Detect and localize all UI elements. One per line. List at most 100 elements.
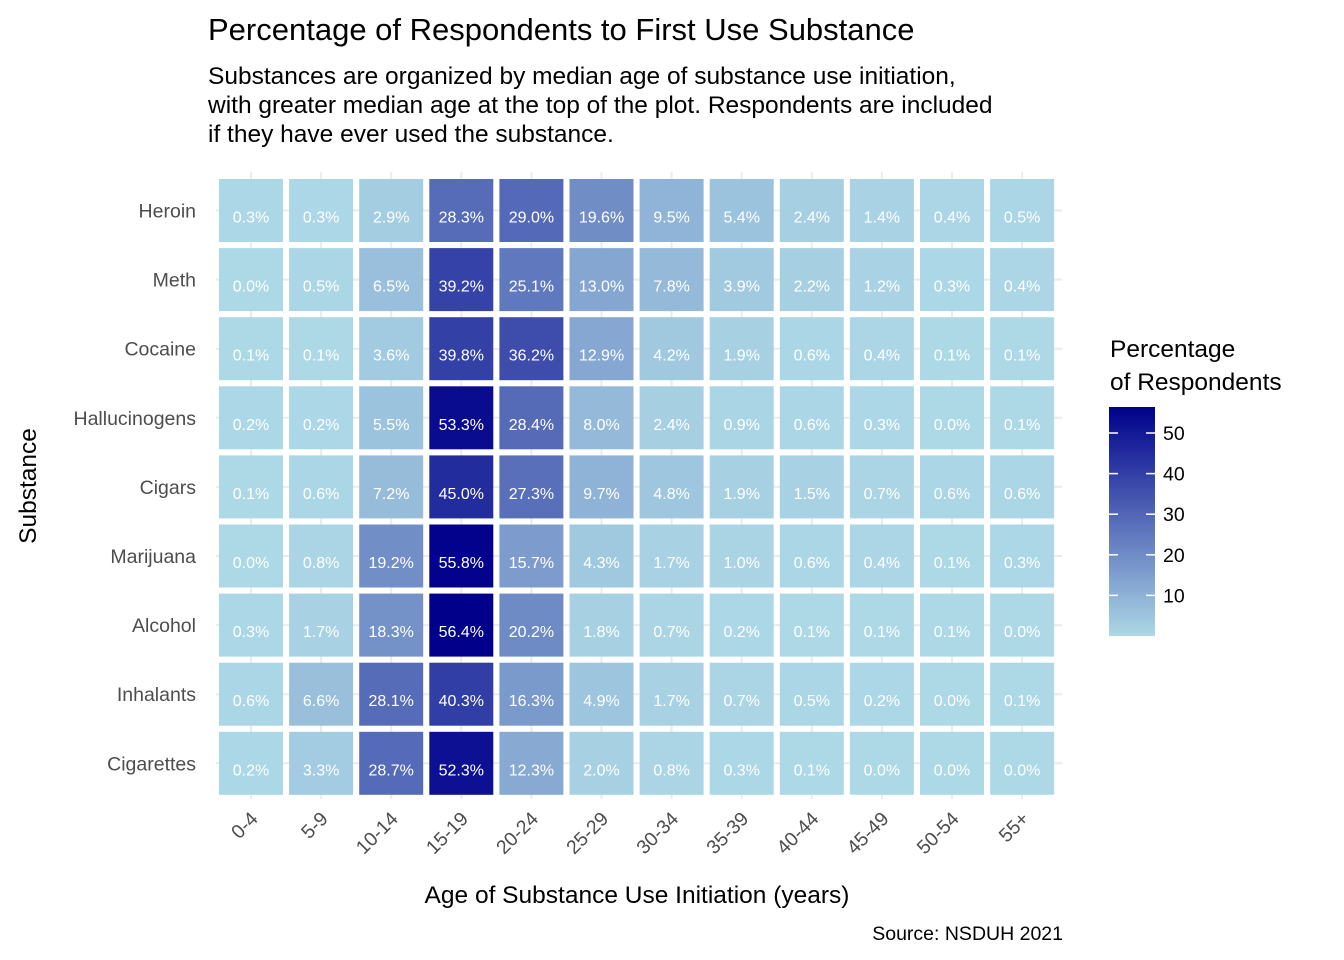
cell-value-label: 27.3% [509, 486, 554, 503]
heatmap-cell [429, 248, 494, 312]
heatmap-cell [709, 524, 774, 588]
cell-value-label: 0.2% [233, 762, 269, 779]
heatmap-cell [709, 593, 774, 657]
heatmap-cell [990, 524, 1055, 588]
cell-value-label: 0.3% [233, 624, 269, 641]
cell-value-label: 3.9% [723, 279, 759, 296]
x-axis-title: Age of Substance Use Initiation (years) [425, 882, 850, 909]
heatmap-cell [709, 386, 774, 450]
legend-tick-label: 10 [1163, 585, 1185, 607]
heatmap-cell [779, 317, 844, 381]
heatmap-cell [429, 455, 494, 519]
heatmap-cell [499, 317, 564, 381]
heatmap-cell [920, 524, 984, 588]
cell-value-label: 0.1% [934, 624, 970, 641]
heatmap-cell [429, 179, 494, 242]
heatmap-cell [569, 524, 634, 588]
y-axis-tick-labels: Heroin Meth Cocaine Hallucinogens Cigars Mari… [74, 201, 197, 776]
heatmap-cell [920, 317, 984, 381]
heatmap-cell [289, 179, 354, 242]
cell-value-label: 0.1% [934, 555, 970, 572]
heatmap-cell [289, 593, 354, 657]
heatmap-cell [849, 317, 914, 381]
cell-value-label: 0.0% [934, 762, 970, 779]
cell-value-label: 0.1% [233, 486, 269, 503]
cell-value-label: 39.2% [439, 279, 484, 296]
cell-value-label: 0.0% [934, 417, 970, 434]
heatmap-cell [359, 248, 424, 312]
heatmap-cell [289, 386, 354, 450]
x-tick-label: 25-29 [562, 808, 613, 859]
cell-value-label: 0.7% [723, 693, 759, 710]
cell-value-label: 7.8% [653, 279, 689, 296]
heatmap-cell [779, 662, 844, 726]
cell-value-label: 0.1% [233, 348, 269, 365]
heatmap-cell [849, 593, 914, 657]
heatmap-cell [359, 179, 424, 242]
heatmap-cell [779, 248, 844, 312]
x-tick-label: 10-14 [352, 808, 403, 859]
cell-value-label: 0.6% [303, 486, 339, 503]
x-tick-label: 20-24 [492, 808, 543, 859]
y-tick-label: Hallucinogens [74, 408, 197, 430]
heatmap-cell [849, 731, 914, 795]
heatmap-cell [499, 455, 564, 519]
heatmap-cell [219, 317, 283, 381]
cell-value-label: 9.5% [653, 210, 689, 227]
cell-value-label: 0.8% [653, 762, 689, 779]
cell-value-label: 5.4% [723, 210, 759, 227]
heatmap-cell [849, 386, 914, 450]
legend-tick-label: 20 [1163, 545, 1185, 567]
cell-value-label: 0.6% [794, 555, 830, 572]
heatmap-cell [920, 593, 984, 657]
cell-value-label: 53.3% [439, 417, 484, 434]
heatmap-cell [499, 524, 564, 588]
heatmap-cell [779, 524, 844, 588]
x-axis-tick-labels: 0-4 5-9 10-14 15-19 20-24 25-29 30-34 35-39 40-4… [227, 808, 1034, 859]
heatmap-cell [219, 662, 283, 726]
cell-value-label: 0.2% [723, 624, 759, 641]
x-tick-label: 0-4 [227, 808, 263, 844]
cell-value-label: 0.6% [233, 693, 269, 710]
cell-value-label: 0.1% [1004, 348, 1040, 365]
cell-value-label: 0.1% [1004, 417, 1040, 434]
heatmap-cell [289, 731, 354, 795]
heatmap-cell [499, 593, 564, 657]
y-tick-label: Meth [153, 270, 196, 292]
cell-value-label: 0.7% [864, 486, 900, 503]
cell-value-label: 0.2% [864, 693, 900, 710]
cell-value-label: 0.3% [934, 279, 970, 296]
heatmap-cell [709, 317, 774, 381]
heatmap-cell [219, 524, 283, 588]
cell-value-label: 0.2% [303, 417, 339, 434]
heatmap-cell [920, 248, 984, 312]
cell-value-label: 0.1% [1004, 693, 1040, 710]
x-tick-label: 5-9 [297, 808, 332, 843]
cell-value-label: 19.2% [369, 555, 414, 572]
heatmap-cell [499, 662, 564, 726]
cell-value-label: 7.2% [373, 486, 409, 503]
cell-value-label: 28.4% [509, 417, 554, 434]
legend-colorbar [1109, 407, 1155, 636]
cell-value-label: 0.0% [233, 279, 269, 296]
heatmap-cell [639, 317, 704, 381]
cell-value-label: 13.0% [579, 279, 624, 296]
legend-tick-label: 50 [1163, 423, 1185, 445]
cell-value-label: 0.1% [864, 624, 900, 641]
cell-value-label: 6.6% [303, 693, 339, 710]
cell-value-label: 18.3% [369, 624, 414, 641]
cell-value-label: 0.0% [233, 555, 269, 572]
cell-value-label: 3.6% [373, 348, 409, 365]
chart-subtitle-line-1: Substances are organized by median age o… [208, 63, 956, 90]
heatmap-cell [639, 179, 704, 242]
legend-tick-label: 30 [1163, 504, 1185, 526]
heatmap-cell [219, 386, 283, 450]
heatmap-cell [639, 662, 704, 726]
cell-value-label: 12.9% [579, 348, 624, 365]
heatmap-cell [569, 455, 634, 519]
heatmap-cell [219, 179, 283, 242]
cell-value-label: 8.0% [583, 417, 619, 434]
cell-value-label: 0.0% [1004, 624, 1040, 641]
heatmap-cell [359, 524, 424, 588]
heatmap-cells [219, 179, 1055, 795]
